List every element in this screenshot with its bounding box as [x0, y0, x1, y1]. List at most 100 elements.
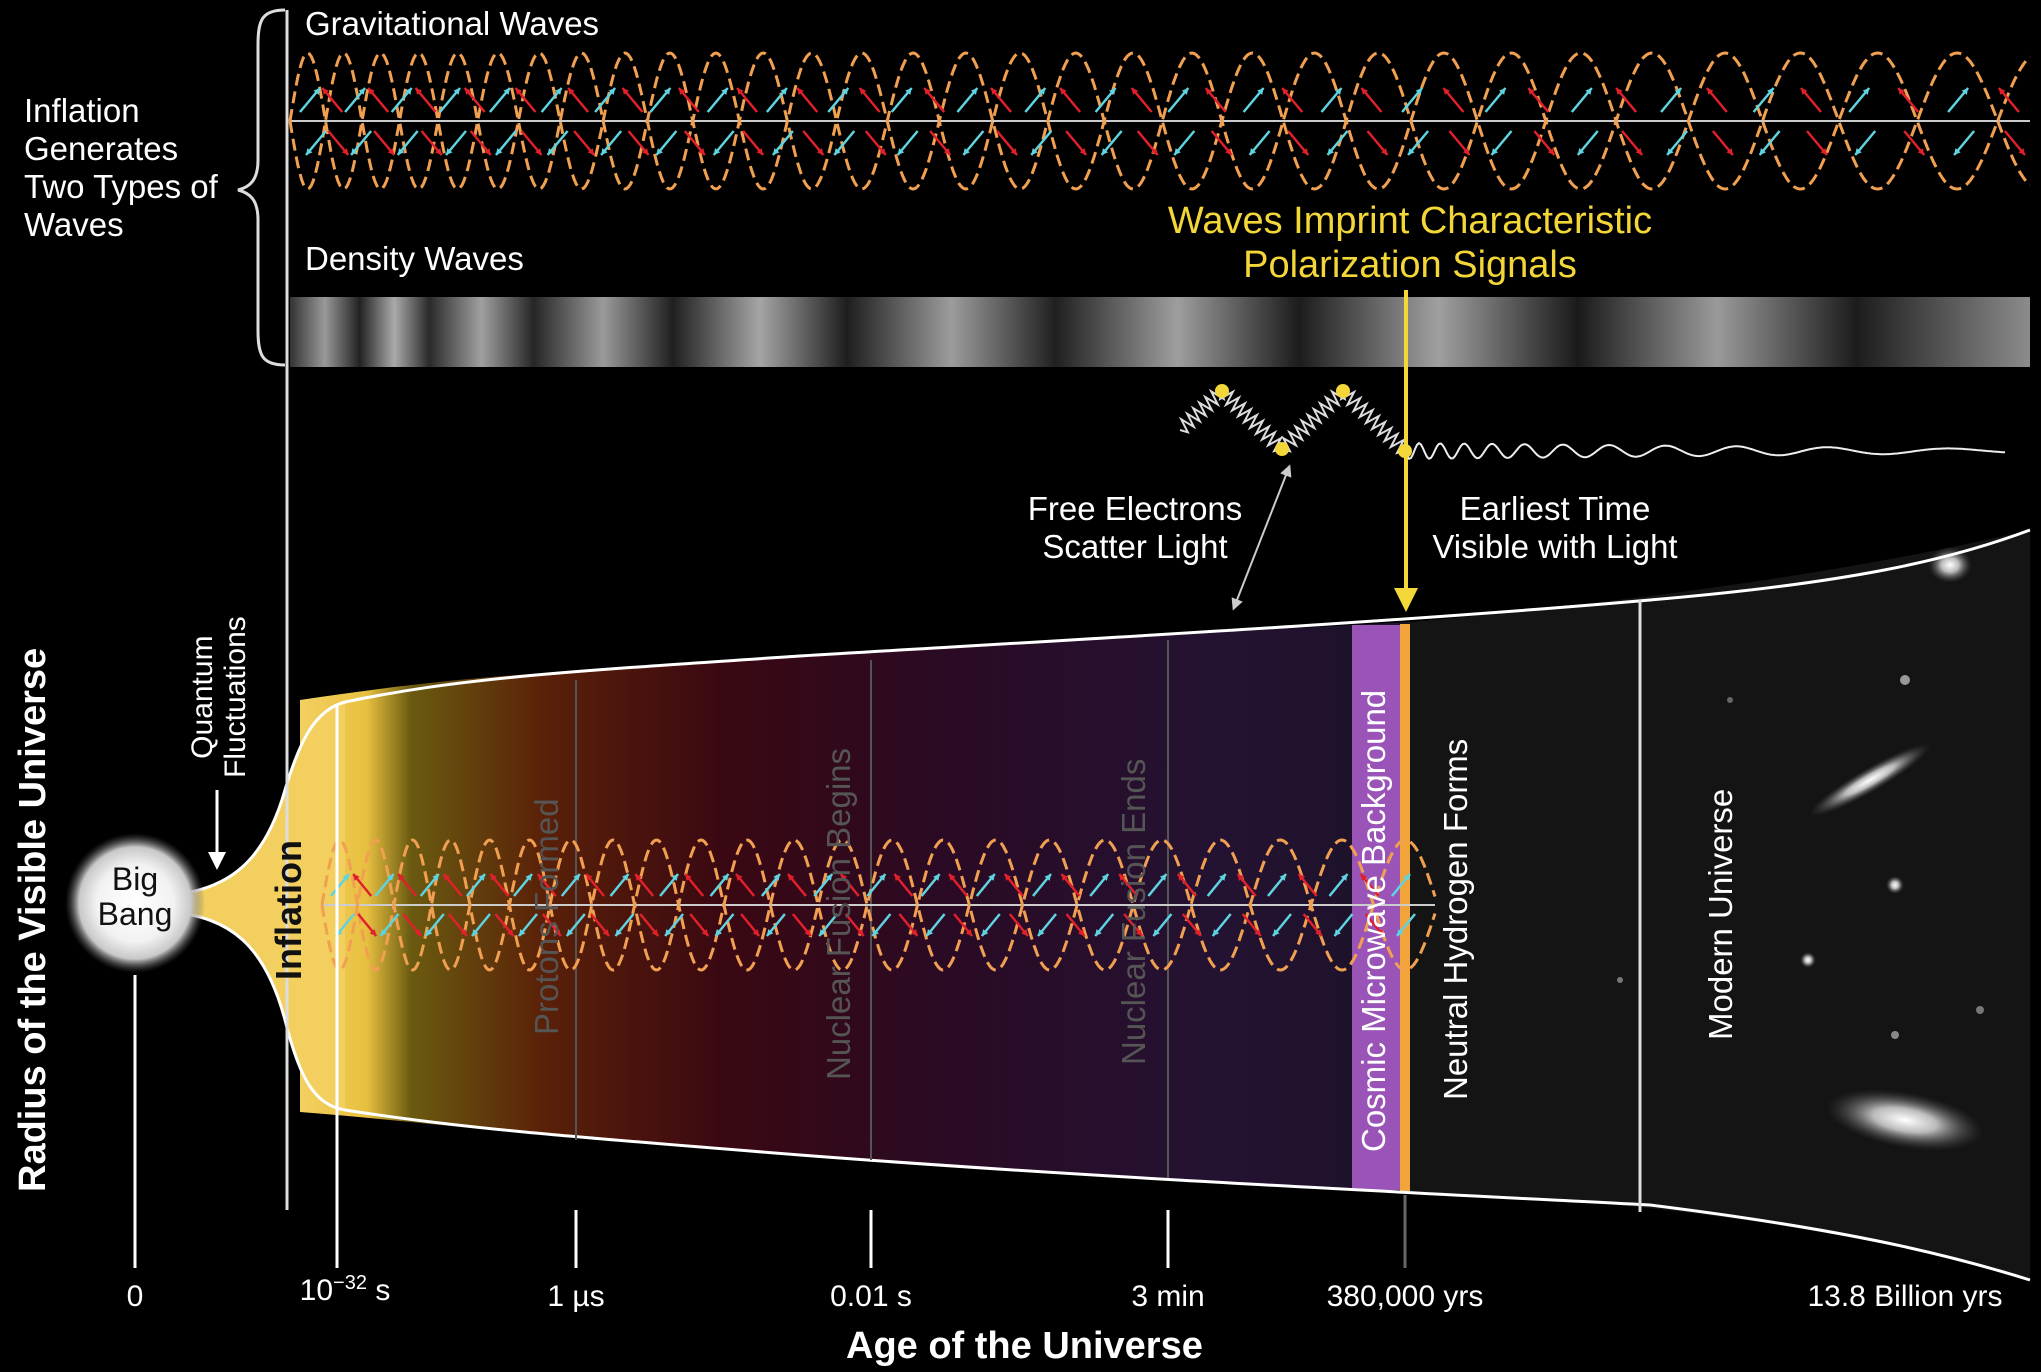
pol-arrow-head	[1954, 148, 1961, 155]
pol-arrow-head	[924, 88, 931, 95]
pol-arrow-head	[358, 88, 366, 95]
grav-wave-b	[288, 51, 2032, 191]
era-cosmic-microwave-background: Cosmic Microwave Background	[1355, 689, 1392, 1152]
pol-arrow-low-head	[380, 929, 388, 936]
pol-arrow-head	[1101, 148, 1109, 155]
pol-arrow-low-head	[715, 929, 723, 936]
pol-arrow-head	[1151, 148, 1158, 155]
earliest-time-label: Earliest Time Visible with Light	[1432, 490, 1678, 565]
inflation-note: Inflation Generates Two Types of Waves	[24, 92, 218, 243]
era-nuclear-fusion-ends: Nuclear Fusion Ends	[1115, 758, 1152, 1065]
tick-0: 0	[126, 1280, 144, 1313]
pol-arrow-low-head	[981, 929, 989, 936]
pol-arrow-low-head	[1298, 874, 1306, 881]
pol-arrow-low-head	[490, 874, 497, 881]
pol-arrow-low-head	[665, 929, 672, 936]
pol-arrow-low-head	[1021, 929, 1028, 936]
pol-arrow-head	[1528, 88, 1535, 95]
pol-arrow-low-head	[506, 929, 514, 936]
pol-arrow-head	[642, 148, 649, 155]
pol-arrow-low-head	[353, 874, 360, 881]
pol-arrow-low-head	[635, 874, 642, 881]
pol-arrow-head	[1257, 88, 1264, 95]
pol-arrow-low-head	[566, 929, 574, 936]
pol-arrow-low-head	[787, 874, 795, 881]
pol-arrow-head	[1079, 148, 1087, 155]
pol-arrow-low-head	[414, 929, 422, 936]
pol-arrow-head	[397, 148, 405, 155]
pol-arrow-low-head	[1315, 929, 1322, 936]
pol-arrow-low-head	[460, 929, 467, 936]
pol-arrow-low-head	[1273, 929, 1280, 936]
pol-arrow-head	[1301, 148, 1309, 155]
pol-arrow-head	[780, 88, 787, 95]
pol-arrow-head	[368, 88, 375, 95]
pol-arrow-head	[713, 148, 721, 155]
pol-arrow-head	[515, 88, 523, 95]
pol-arrow-low-head	[926, 929, 934, 936]
pol-arrow-low-head	[857, 929, 864, 936]
pol-arrow-head	[1443, 88, 1450, 95]
pol-arrow-head	[1855, 148, 1862, 155]
pol-arrow-head	[879, 148, 886, 155]
pol-arrow-low-head	[369, 929, 377, 936]
pol-arrow-head	[970, 88, 978, 95]
free-electrons-arrow	[1231, 464, 1292, 611]
tick-380000-yrs: 380,000 yrs	[1326, 1280, 1484, 1313]
pol-arrow-low-head	[840, 874, 848, 881]
pol-arrow-low-head	[1119, 874, 1126, 881]
quantum-fluctuations-label: Quantum Fluctuations	[186, 616, 252, 778]
pol-arrow-low-head	[949, 874, 956, 881]
pol-arrow-head	[1898, 88, 1905, 95]
pol-arrow-head	[1491, 148, 1499, 155]
pol-arrow-low-head	[1095, 929, 1102, 936]
pol-arrow-low-head	[478, 874, 485, 881]
pol-arrow-low-head	[1403, 874, 1411, 881]
pol-arrow-head	[1759, 148, 1767, 155]
pol-arrow-low-head	[615, 929, 622, 936]
universe-outline-bottom	[169, 910, 2031, 1282]
inflation-flare	[170, 702, 345, 1110]
pol-arrow-low-head	[1377, 929, 1384, 936]
pol-arrow-head	[841, 88, 849, 95]
pol-arrow-head	[963, 148, 970, 155]
era-dividers	[575, 640, 1169, 1178]
era-inflation: Inflation	[268, 840, 309, 980]
pol-arrow-low-head	[933, 874, 940, 881]
pol-arrow-head	[1060, 88, 1067, 95]
pol-arrow-head	[772, 148, 780, 155]
cmb-orange-line	[1400, 624, 1410, 1192]
pol-arrow-low-head	[685, 874, 692, 881]
pol-arrow-low-head	[554, 929, 561, 936]
pol-arrow-head	[1862, 88, 1870, 95]
pol-arrow-head	[1380, 148, 1388, 155]
pol-arrow-head	[1616, 88, 1623, 95]
pol-arrow-head	[756, 148, 764, 155]
pol-arrow-head	[1109, 88, 1116, 95]
pol-arrow-head	[495, 148, 503, 155]
pol-arrow-low-head	[1004, 874, 1012, 881]
pol-arrow-low-head	[872, 929, 879, 936]
polarization-arrows-top	[299, 87, 2026, 156]
electron-scatter-diagram	[1178, 384, 2006, 461]
pol-arrow-head	[1327, 148, 1335, 155]
free-electrons-label: Free Electrons Scatter Light	[1027, 490, 1243, 565]
pol-arrow-low-head	[443, 874, 451, 881]
pol-arrow-head	[313, 88, 320, 95]
pol-arrow-head	[445, 148, 453, 155]
pol-arrow-low-head	[965, 929, 973, 936]
pol-arrow-head	[678, 88, 686, 95]
pol-arrow-head	[322, 88, 329, 95]
pol-arrow-head	[435, 148, 442, 155]
pol-arrow-low-head	[602, 929, 610, 936]
axis-tick-lines	[133, 706, 1407, 1268]
pol-arrow-low-head	[342, 874, 349, 881]
pol-arrow-low-head	[1360, 874, 1368, 881]
pol-arrow-head	[306, 148, 313, 155]
pol-arrow-low-head	[1254, 929, 1261, 936]
low-wave-b	[320, 838, 1437, 972]
pol-arrow-low-head	[1219, 874, 1226, 881]
pol-arrow-head	[991, 88, 998, 95]
pol-arrow-head	[587, 148, 595, 155]
pol-arrow-head	[943, 148, 951, 155]
